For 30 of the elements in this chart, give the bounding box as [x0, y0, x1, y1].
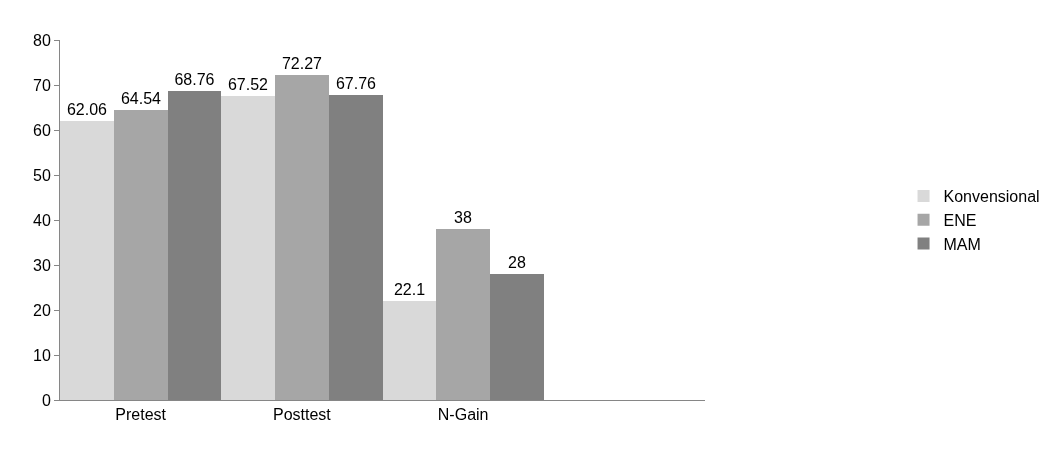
y-tick-label: 40	[33, 211, 51, 229]
y-tick-label: 70	[33, 76, 51, 94]
bar	[114, 110, 168, 400]
y-tick-label: 20	[33, 301, 51, 319]
y-tick-label: 80	[33, 31, 51, 49]
y-tick-label: 10	[33, 346, 51, 364]
data-label: 64.54	[120, 90, 162, 107]
y-tick-label: 0	[41, 391, 51, 409]
legend-label: MAM	[943, 235, 981, 253]
bar	[436, 229, 490, 400]
x-tick-label: Pretest	[115, 406, 167, 424]
y-tick-label: 50	[33, 166, 51, 184]
data-label: 68.76	[174, 71, 215, 88]
y-tick-label: 30	[33, 256, 51, 274]
data-label: 72.27	[281, 55, 323, 72]
data-label: 62.06	[66, 101, 108, 118]
data-label: 22.1	[393, 281, 426, 298]
bar	[60, 121, 114, 400]
data-label: 28	[508, 254, 526, 271]
x-tick-label: Posttest	[272, 406, 332, 424]
x-tick-label: N-Gain	[437, 406, 489, 424]
data-label: 67.76	[335, 75, 377, 92]
bar	[221, 96, 275, 400]
legend-label: Konvensional	[943, 188, 1040, 206]
y-tick-label: 60	[33, 121, 51, 139]
data-label: 67.52	[227, 76, 269, 93]
bar	[383, 301, 436, 400]
data-label: 38	[454, 209, 472, 226]
legend-label: ENE	[943, 211, 977, 229]
bar	[275, 75, 329, 400]
